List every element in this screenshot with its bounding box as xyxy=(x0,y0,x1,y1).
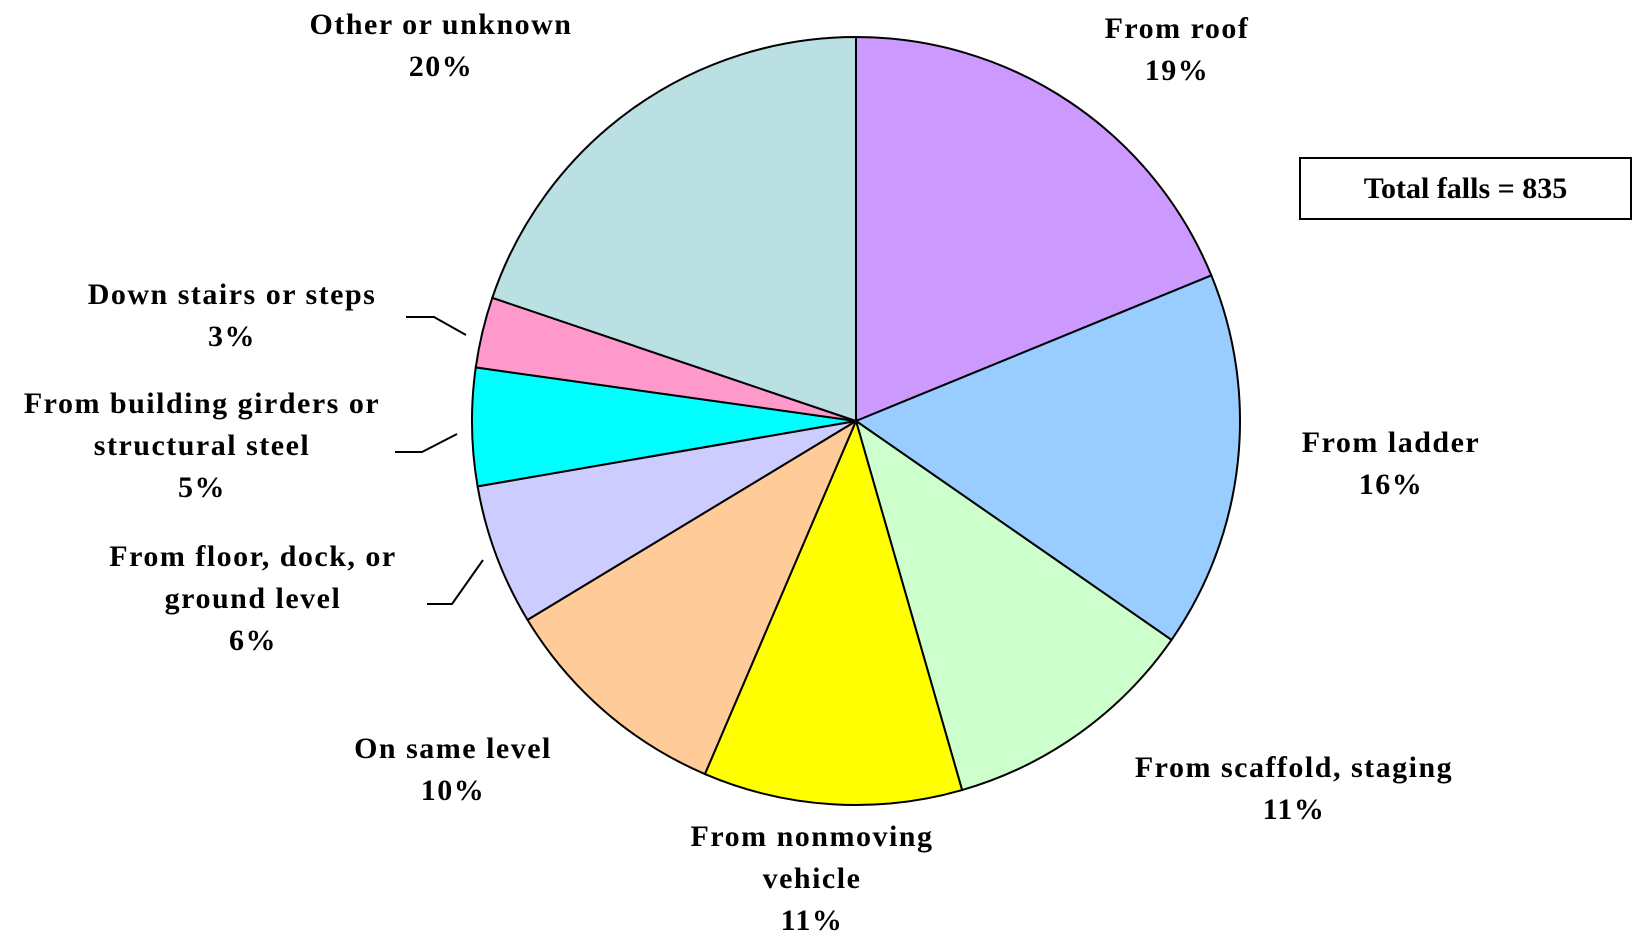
value-label: 11% xyxy=(780,904,844,937)
leader-line xyxy=(406,316,467,336)
slice xyxy=(854,418,1173,792)
category-label: On same level xyxy=(354,732,552,765)
slice-label: On same level 10% xyxy=(253,728,653,812)
leader-line xyxy=(395,433,458,453)
slice xyxy=(491,35,857,423)
leader-lines xyxy=(395,316,484,605)
slice xyxy=(526,418,859,776)
value-label: 16% xyxy=(1358,468,1424,501)
value-label: 3% xyxy=(208,320,256,353)
category-label: Down stairs or steps xyxy=(87,278,377,311)
slice-label: From ladder 16% xyxy=(1191,422,1591,506)
leader-line xyxy=(427,559,484,605)
total-box: Total falls = 835 xyxy=(1299,157,1632,220)
slice-label: Other or unknown 20% xyxy=(191,4,691,88)
value-label: 10% xyxy=(420,774,486,807)
value-label: 5% xyxy=(178,471,226,504)
category-label: Other or unknown xyxy=(309,8,573,41)
value-label: 19% xyxy=(1144,54,1210,87)
category-label: From building girders or structural stee… xyxy=(23,387,381,462)
slice xyxy=(703,418,964,806)
slice-label: From building girders or structural stee… xyxy=(2,383,402,509)
slice xyxy=(855,35,1213,423)
slices xyxy=(471,35,1241,806)
slice-label: From roof 19% xyxy=(927,8,1427,92)
value-label: 20% xyxy=(408,50,474,83)
slice xyxy=(853,274,1241,642)
value-label: 11% xyxy=(1262,793,1326,826)
slice-label: From floor, dock, or ground level 6% xyxy=(75,536,431,662)
category-label: From floor, dock, or ground level xyxy=(109,540,397,615)
slice-label: From scaffold, staging 11% xyxy=(1044,747,1544,831)
slice-label: Down stairs or steps 3% xyxy=(32,274,432,358)
value-label: 6% xyxy=(229,624,277,657)
category-label: From roof xyxy=(1104,12,1250,45)
category-label: From nonmoving vehicle xyxy=(690,820,934,895)
slice-label: From nonmoving vehicle 11% xyxy=(655,816,969,942)
category-label: From ladder xyxy=(1301,426,1481,459)
category-label: From scaffold, staging xyxy=(1134,751,1454,784)
